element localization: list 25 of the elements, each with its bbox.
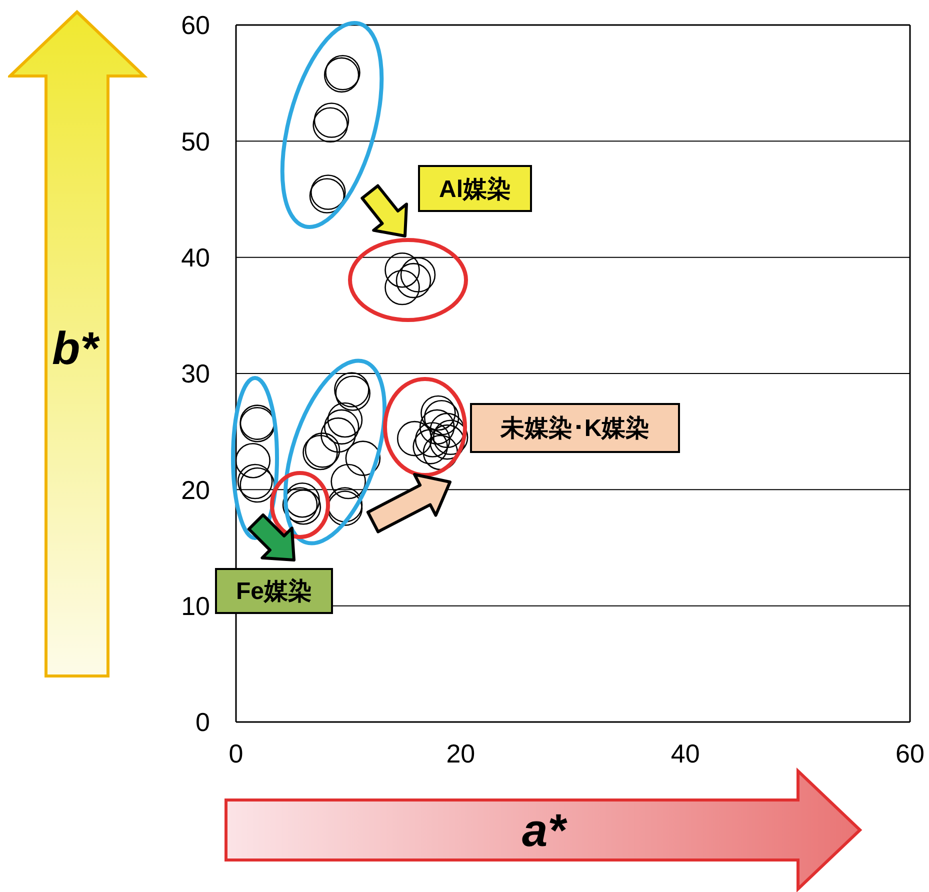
annotation: Al媒染: [418, 165, 532, 212]
point: [345, 440, 381, 476]
x-tick-label: 60: [896, 738, 924, 768]
annotation: Fe媒染: [215, 568, 333, 614]
annotation: 未媒染･K媒染: [470, 403, 680, 453]
x-tick-label: 0: [228, 738, 244, 768]
point: [314, 102, 350, 138]
y-tick-label: 40: [181, 242, 210, 273]
point: [324, 409, 360, 445]
x-tick-label: 40: [670, 738, 700, 768]
y-axis-title: b*: [52, 321, 98, 376]
y-tick-label: 30: [181, 358, 210, 389]
x-tick-label: 20: [446, 738, 476, 768]
point: [412, 429, 448, 464]
y-tick-label: 20: [181, 474, 210, 505]
point: [320, 417, 356, 453]
y-tick-label: 50: [181, 126, 210, 156]
y-tick-label: 10: [181, 591, 210, 622]
point: [236, 442, 270, 478]
point: [330, 464, 366, 500]
x-axis-title: a*: [522, 803, 566, 858]
y-tick-label: 0: [196, 707, 210, 738]
point: [327, 402, 363, 438]
y-tick-label: 60: [181, 10, 210, 40]
point: [312, 107, 348, 143]
